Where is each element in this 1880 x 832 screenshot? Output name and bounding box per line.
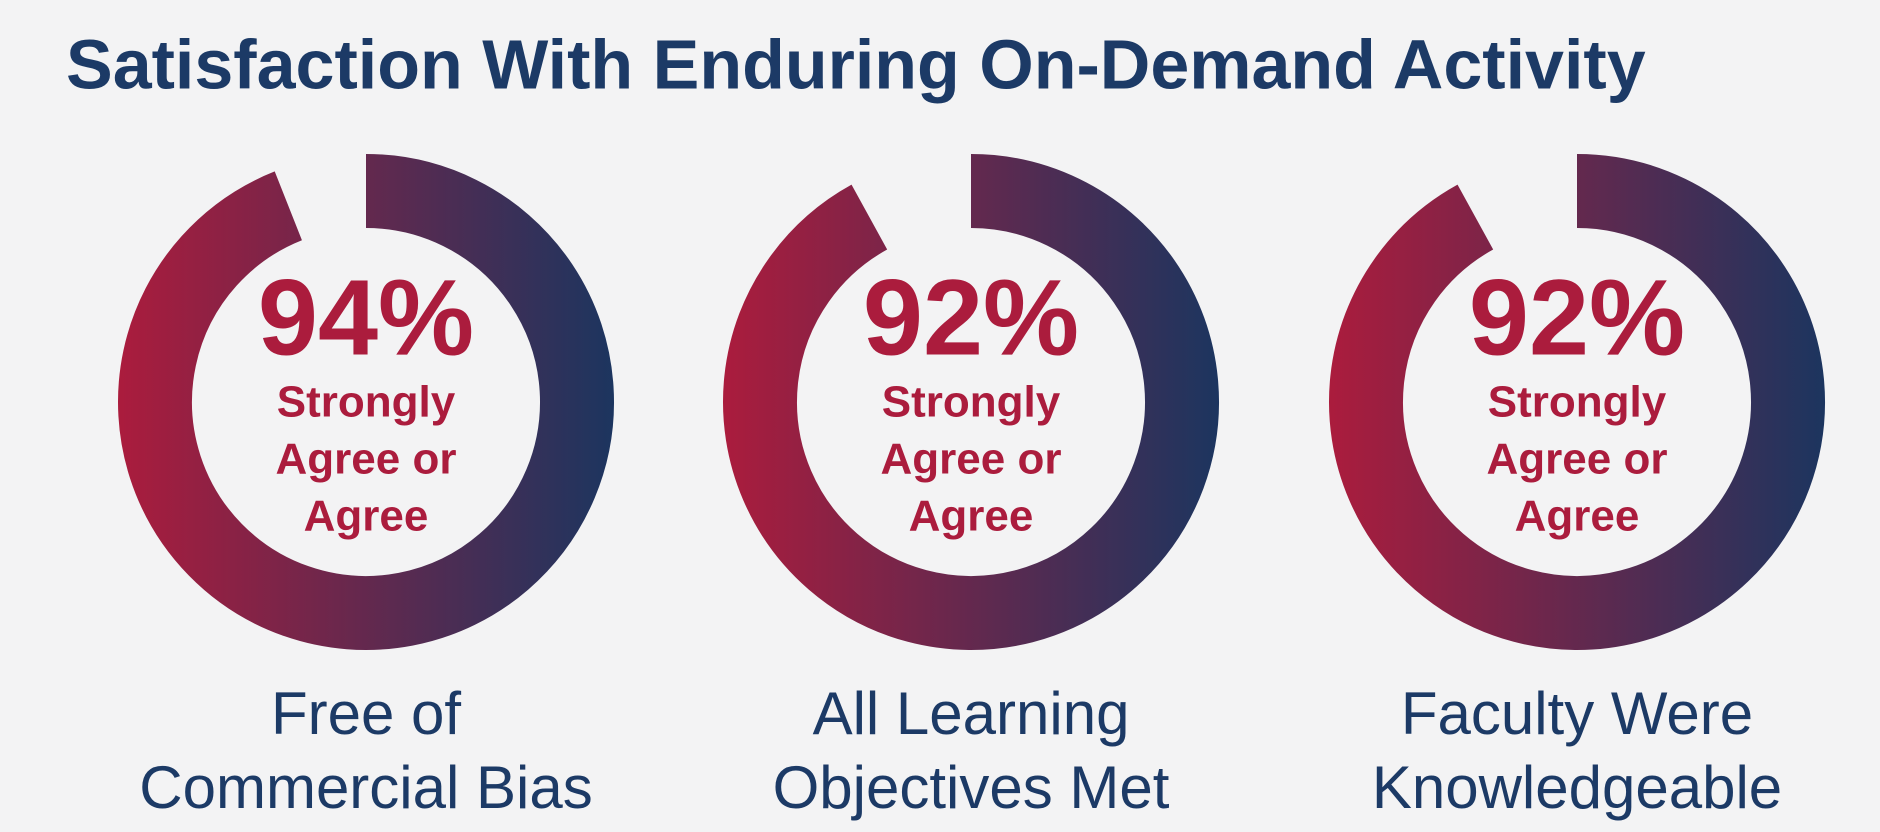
donut-arc (118, 154, 614, 650)
donut-label: Agree or (881, 435, 1062, 484)
caption: Commercial Bias (139, 754, 592, 821)
title: Satisfaction With Enduring On-Demand Act… (66, 25, 1646, 103)
value-label: 94% (258, 257, 474, 378)
donut-label: Strongly (277, 378, 456, 427)
donut-arc (723, 154, 1219, 650)
value-label: 92% (863, 257, 1079, 378)
donut-label: Strongly (882, 378, 1061, 427)
donut-label: Agree or (1487, 435, 1668, 484)
caption: Free of (271, 680, 461, 747)
caption: All Learning (813, 680, 1130, 747)
donut-label: Agree (909, 492, 1034, 541)
donut-arc (1329, 154, 1825, 650)
caption: Objectives Met (773, 754, 1170, 821)
donut-label: Strongly (1488, 378, 1667, 427)
donut-label: Agree or (276, 435, 457, 484)
donut-label: Agree (304, 492, 429, 541)
donut-label: Agree (1515, 492, 1640, 541)
caption: Faculty Were (1401, 680, 1753, 747)
value-label: 92% (1469, 257, 1685, 378)
caption: Knowledgeable (1372, 754, 1782, 821)
